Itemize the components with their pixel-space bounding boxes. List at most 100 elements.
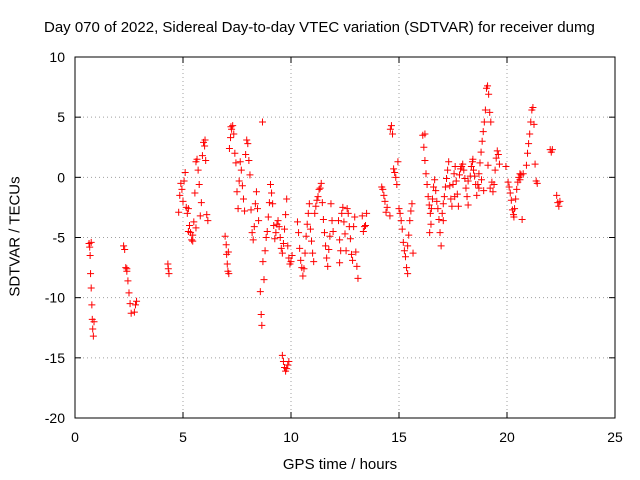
data-point: [430, 183, 438, 191]
data-point: [363, 209, 371, 217]
data-point: [277, 244, 285, 252]
data-point: [341, 230, 349, 238]
data-point: [120, 242, 128, 250]
data-point: [254, 205, 262, 213]
data-point: [473, 191, 481, 199]
data-point: [446, 182, 454, 190]
data-point: [518, 215, 526, 223]
data-point: [394, 158, 402, 166]
data-point: [328, 217, 336, 225]
tick-layer: 10 5 0 -5 -10 -15 -20 0 5 10 15 20 25: [45, 49, 623, 445]
data-point: [480, 187, 488, 195]
data-point: [271, 235, 279, 243]
data-point: [224, 248, 232, 256]
data-point: [398, 225, 406, 233]
data-point: [122, 264, 130, 272]
data-point: [432, 187, 440, 195]
data-point: [204, 217, 212, 225]
data-point: [445, 158, 453, 166]
data-point: [390, 165, 398, 173]
data-point: [506, 189, 514, 197]
data-point: [193, 155, 201, 163]
data-point: [424, 193, 432, 201]
data-point: [507, 196, 515, 204]
data-point: [241, 207, 249, 215]
data-point: [399, 238, 407, 246]
data-point: [440, 193, 448, 201]
data-point: [420, 143, 428, 151]
data-point: [246, 171, 254, 179]
data-point: [522, 161, 530, 169]
data-point: [192, 224, 200, 232]
data-point: [261, 247, 269, 255]
data-point: [263, 227, 271, 235]
data-point: [351, 213, 359, 221]
data-point: [524, 149, 532, 157]
data-point: [459, 160, 467, 168]
x-tick-label: 10: [283, 429, 299, 445]
data-point: [231, 149, 239, 157]
data-point: [336, 259, 344, 267]
data-point: [438, 209, 446, 217]
y-tick-label: -10: [45, 290, 65, 306]
data-point: [338, 209, 346, 217]
data-point: [389, 130, 397, 138]
data-point: [401, 253, 409, 261]
data-point: [324, 262, 332, 270]
data-point: [493, 147, 501, 155]
data-point: [425, 201, 433, 209]
data-point: [555, 202, 563, 210]
data-point: [297, 256, 305, 264]
data-point: [484, 82, 492, 90]
data-point: [227, 134, 235, 142]
data-point: [238, 182, 246, 190]
data-point: [463, 193, 471, 201]
chart-title: Day 070 of 2022, Sidereal Day-to-day VTE…: [44, 19, 595, 36]
data-point: [408, 200, 416, 208]
data-point: [188, 236, 196, 244]
data-point: [397, 217, 405, 225]
data-point: [314, 193, 322, 201]
data-point: [455, 171, 463, 179]
data-point: [439, 217, 447, 225]
data-point: [427, 220, 435, 228]
data-point: [464, 201, 472, 209]
y-tick-label: 5: [57, 109, 65, 125]
data-point: [512, 195, 520, 203]
data-point: [300, 265, 308, 273]
data-point: [195, 181, 203, 189]
data-point: [274, 217, 282, 225]
data-point: [451, 163, 459, 171]
data-point: [531, 160, 539, 168]
data-point: [284, 242, 292, 250]
data-point: [502, 163, 510, 171]
data-point: [329, 227, 337, 235]
data-point: [322, 242, 330, 250]
data-point: [282, 211, 290, 219]
data-point: [201, 142, 209, 150]
data-point: [245, 156, 253, 164]
data-point: [427, 205, 435, 213]
data-point: [305, 200, 313, 208]
data-point: [252, 188, 260, 196]
data-point: [386, 125, 394, 133]
points-layer: [85, 82, 564, 375]
data-point: [121, 246, 129, 254]
data-point: [478, 137, 486, 145]
data-point: [90, 318, 98, 326]
data-point: [460, 166, 468, 174]
data-point: [316, 184, 324, 192]
data-point: [230, 130, 238, 138]
data-point: [477, 148, 485, 156]
data-point: [242, 150, 250, 158]
data-point: [88, 301, 96, 309]
data-point: [301, 249, 309, 257]
x-tick-label: 15: [391, 429, 407, 445]
data-point: [403, 264, 411, 272]
data-point: [281, 225, 289, 233]
data-point: [470, 166, 478, 174]
data-point: [353, 262, 361, 270]
data-point: [464, 177, 472, 185]
data-point: [272, 229, 280, 237]
